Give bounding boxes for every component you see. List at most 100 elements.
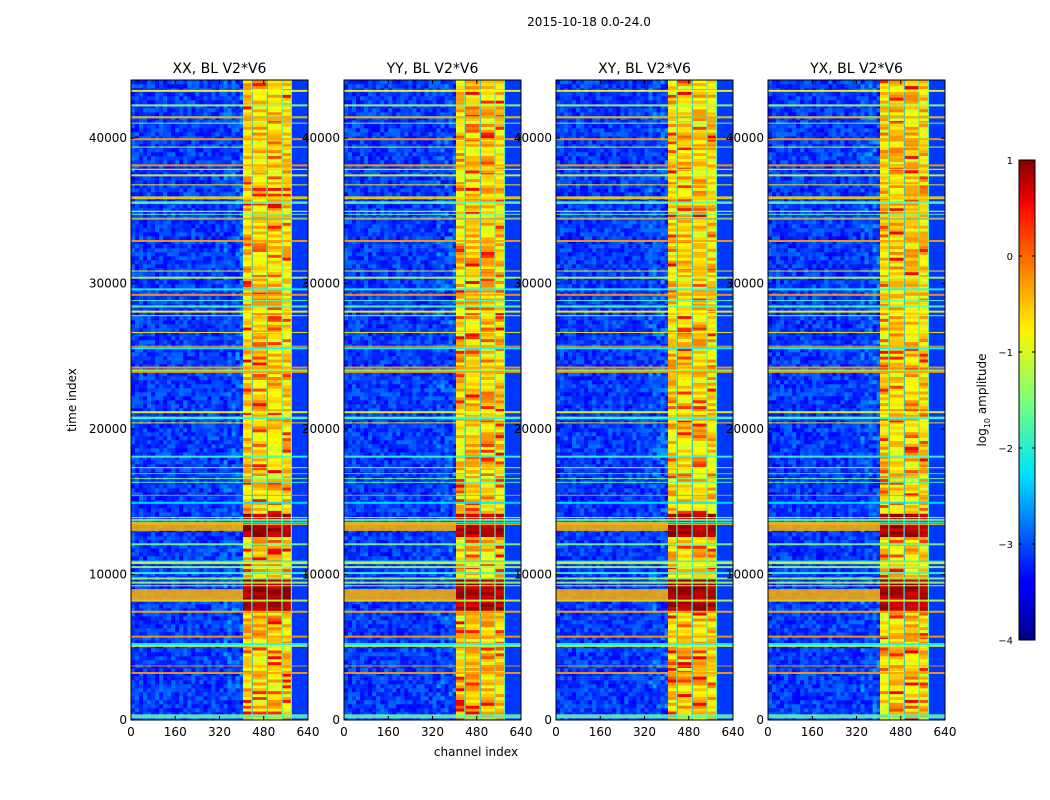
heatmap-cell (191, 484, 196, 489)
rfi-cell (243, 376, 252, 380)
heatmap-cell (159, 452, 164, 457)
heatmap-cell (195, 308, 200, 313)
heatmap-cell (175, 316, 180, 321)
heatmap-cell (147, 296, 152, 301)
heatmap-cell (171, 552, 176, 557)
heatmap-cell (219, 220, 224, 225)
rfi-cell (243, 693, 252, 698)
heatmap-cell (175, 676, 180, 681)
heatmap-cell (147, 452, 152, 457)
rfi-cell (252, 702, 267, 706)
rfi-cell (243, 469, 252, 474)
heatmap-cell (167, 572, 172, 577)
heatmap-cell (203, 180, 208, 185)
heatmap-cell (215, 440, 220, 445)
heatmap-cell (187, 376, 192, 381)
heatmap-cell (211, 236, 216, 241)
heatmap-cell (159, 464, 164, 469)
heatmap-cell (163, 412, 168, 417)
heatmap-cell (199, 284, 204, 289)
heatmap-cell (159, 536, 164, 541)
heatmap-cell (199, 688, 204, 693)
heatmap-cell (235, 192, 240, 197)
heatmap-cell (203, 144, 208, 149)
heatmap-cell (203, 236, 208, 241)
heatmap-cell (179, 708, 184, 713)
heatmap-cell (139, 600, 144, 605)
rfi-cell (252, 408, 267, 412)
heatmap-cell (151, 600, 156, 605)
heatmap-cell (151, 324, 156, 329)
heatmap-cell (223, 488, 228, 493)
rfi-cell (243, 400, 252, 404)
heatmap-cell (155, 552, 160, 557)
heatmap-cell (223, 680, 228, 685)
heatmap-cell (207, 244, 212, 249)
heatmap-cell (199, 568, 204, 573)
heatmap-cell (183, 656, 188, 661)
heatmap-cell (239, 156, 244, 161)
heatmap-cell (239, 692, 244, 697)
heatmap-cell (135, 464, 140, 469)
heatmap-cell (143, 440, 148, 445)
heatmap-cell (215, 536, 220, 541)
heatmap-cell (175, 244, 180, 249)
heatmap-cell (171, 364, 176, 369)
heatmap-cell (143, 284, 148, 289)
heatmap-cell (187, 668, 192, 673)
heatmap-cell (231, 124, 236, 129)
heatmap-cell (227, 412, 232, 417)
rfi-cell (282, 498, 292, 503)
rfi-cell (243, 624, 252, 628)
heatmap-cell (171, 220, 176, 225)
heatmap-cell (203, 192, 208, 197)
heatmap-cell (151, 352, 156, 357)
heatmap-cell (231, 308, 236, 313)
rfi-cell (282, 510, 292, 514)
heatmap-cell (139, 348, 144, 353)
heatmap-cell (235, 148, 240, 153)
heatmap-cell (219, 440, 224, 445)
heatmap-cell (231, 208, 236, 213)
heatmap-cell (151, 168, 156, 173)
heatmap-cell (195, 616, 200, 621)
heatmap-cell (131, 552, 136, 557)
rfi-cell (243, 539, 252, 543)
heatmap-cell (139, 700, 144, 705)
heatmap-cell (195, 284, 200, 289)
heatmap-cell (203, 108, 208, 113)
heatmap-cell (167, 320, 172, 325)
heatmap-cell (187, 208, 192, 213)
heatmap-cell (199, 656, 204, 661)
heatmap-cell (187, 636, 192, 641)
rfi-cell (282, 458, 292, 462)
heatmap-cell (167, 640, 172, 645)
heatmap-cell (147, 684, 152, 689)
heatmap-cell (131, 696, 136, 701)
heatmap-cell (211, 512, 216, 517)
heatmap-cell (143, 372, 148, 377)
heatmap-cell (227, 548, 232, 553)
heatmap-cell (143, 648, 148, 653)
heatmap-cell (175, 120, 180, 125)
heatmap-cell (207, 268, 212, 273)
rfi-cell (282, 507, 292, 511)
heatmap-cell (199, 224, 204, 229)
heatmap-cell (159, 628, 164, 633)
heatmap-cell (215, 380, 220, 385)
rfi-cell (282, 472, 292, 476)
heatmap-cell (155, 240, 160, 245)
heatmap-cell (179, 672, 184, 677)
heatmap-cell (171, 412, 176, 417)
heatmap-cell (215, 624, 220, 629)
heatmap-cell (167, 156, 172, 161)
heatmap-cell (231, 96, 236, 101)
heatmap-cell (171, 432, 176, 437)
heatmap-cell (199, 332, 204, 337)
heatmap-cell (207, 688, 212, 693)
heatmap-cell (163, 248, 168, 253)
heatmap-cell (195, 652, 200, 657)
heatmap-cell (239, 264, 244, 269)
heatmap-cell (155, 428, 160, 433)
heatmap-cell (139, 640, 144, 645)
